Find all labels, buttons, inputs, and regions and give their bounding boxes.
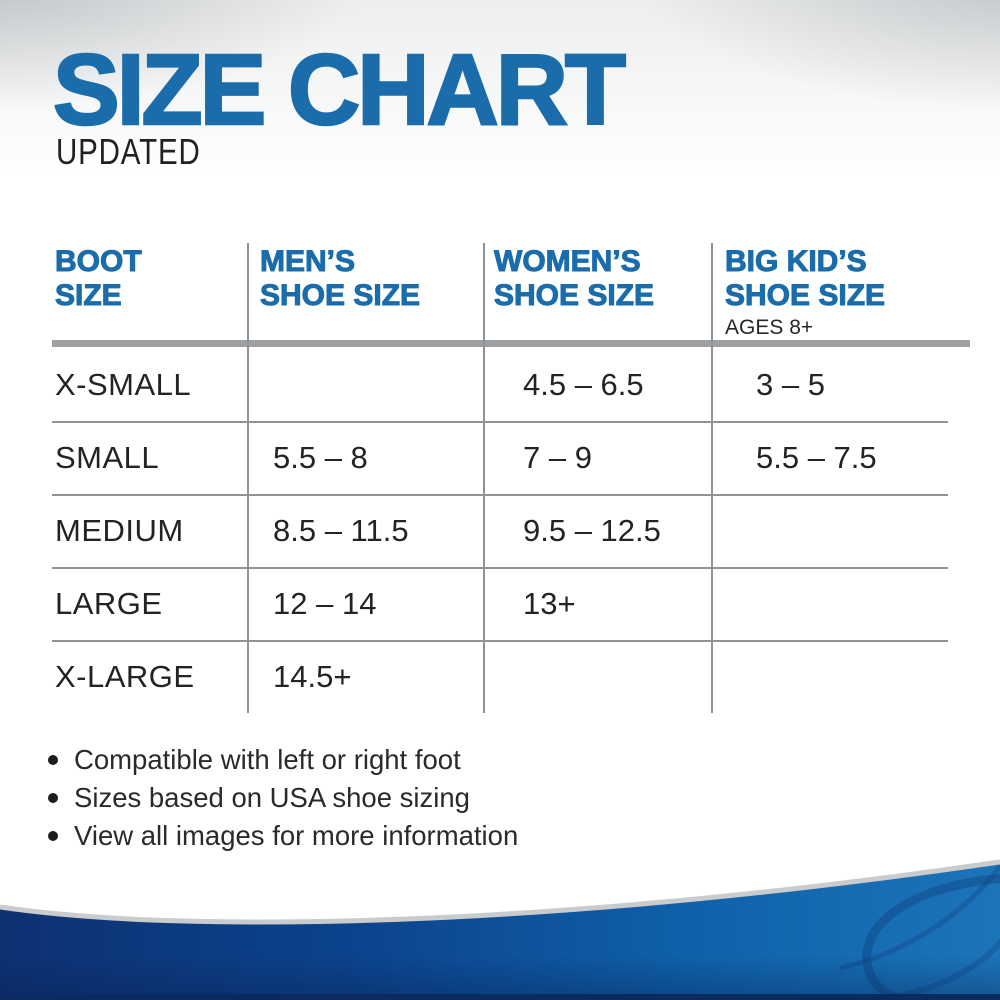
footnote-text: Sizes based on USA shoe sizing	[74, 782, 470, 813]
row-divider-line	[52, 494, 948, 496]
table-body: X-SMALL 4.5 – 6.5 3 – 5 SMALL 5.5 – 8 7 …	[52, 348, 970, 713]
column-header-boot-size: BOOT SIZE	[55, 245, 143, 313]
bullet-dot-icon	[48, 793, 58, 803]
cell-boot-size: SMALL	[55, 439, 160, 475]
cell-boot-size: X-LARGE	[55, 658, 195, 694]
column-header-mens-shoe-size: MEN’S SHOE SIZE	[260, 245, 421, 313]
column-divider-line	[711, 243, 713, 713]
cell-boot-size: LARGE	[55, 585, 163, 621]
column-divider-line	[247, 243, 249, 713]
cell-womens: 13+	[523, 585, 576, 621]
column-divider-line	[483, 243, 485, 713]
list-item: View all images for more information	[48, 820, 518, 858]
bottom-wave-banner	[0, 859, 1000, 1000]
wave-bottom-strip	[0, 994, 1000, 1000]
header-divider-rule	[52, 340, 970, 347]
wave-bottom-shading	[0, 955, 1000, 1000]
list-item: Sizes based on USA shoe sizing	[48, 782, 518, 820]
column-header-womens-shoe-size: WOMEN’S SHOE SIZE	[494, 245, 655, 313]
cell-big-kids: 3 – 5	[756, 366, 825, 402]
cell-boot-size: MEDIUM	[55, 512, 184, 548]
cell-big-kids: 5.5 – 7.5	[756, 439, 877, 475]
table-row: X-SMALL 4.5 – 6.5 3 – 5	[52, 348, 970, 421]
footnote-text: Compatible with left or right foot	[74, 744, 461, 775]
column-header-age-note: AGES 8+	[725, 316, 814, 339]
table-row: LARGE 12 – 14 13+	[52, 567, 970, 640]
bullet-dot-icon	[48, 755, 58, 765]
table-header-row: BOOT SIZE MEN’S SHOE SIZE WOMEN’S SHOE S…	[52, 240, 970, 340]
size-table: BOOT SIZE MEN’S SHOE SIZE WOMEN’S SHOE S…	[52, 240, 970, 716]
cell-mens: 5.5 – 8	[273, 439, 368, 475]
row-divider-line	[52, 567, 948, 569]
cell-womens: 9.5 – 12.5	[523, 512, 661, 548]
cell-mens: 12 – 14	[273, 585, 377, 621]
table-row: SMALL 5.5 – 8 7 – 9 5.5 – 7.5	[52, 421, 970, 494]
row-divider-line	[52, 640, 948, 642]
table-row: X-LARGE 14.5+	[52, 640, 970, 713]
footnotes-list: Compatible with left or right foot Sizes…	[48, 744, 518, 858]
table-row: MEDIUM 8.5 – 11.5 9.5 – 12.5	[52, 494, 970, 567]
page-title: SIZE CHART	[52, 34, 628, 146]
row-divider-line	[52, 421, 948, 423]
cell-boot-size: X-SMALL	[55, 366, 192, 402]
bullet-dot-icon	[48, 831, 58, 841]
footnote-text: View all images for more information	[74, 820, 519, 851]
column-header-big-kids-shoe-size: BIG KID’S SHOE SIZE AGES 8+	[711, 240, 970, 340]
cell-mens: 8.5 – 11.5	[273, 512, 409, 548]
wave-silver-edge	[0, 859, 1000, 925]
cell-womens: 4.5 – 6.5	[523, 366, 644, 402]
list-item: Compatible with left or right foot	[48, 744, 518, 782]
cell-womens: 7 – 9	[523, 439, 592, 475]
page-subtitle: UPDATED	[56, 131, 201, 172]
cell-mens: 14.5+	[273, 658, 352, 694]
